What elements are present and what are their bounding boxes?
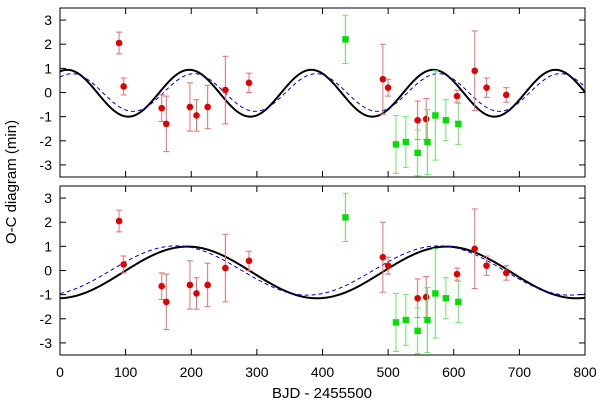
top-red-point (158, 104, 166, 112)
top-green-point (392, 141, 400, 148)
top-y-tick-label: 1 (44, 60, 52, 76)
bottom-panel-models (59, 245, 586, 300)
top-red-point (471, 67, 479, 75)
bottom-y-tick-label: 1 (44, 238, 52, 254)
top-red-point (193, 112, 200, 119)
bottom-red-point (204, 281, 211, 289)
bottom-green-point (414, 327, 421, 335)
top-green-point (432, 112, 439, 119)
top-y-tick-label: -1 (40, 109, 53, 125)
bottom-panel-y-tick-labels: -3 -2 -1 0 1 2 3 (40, 190, 53, 351)
top-red-point (384, 84, 392, 91)
top-red-point (379, 75, 387, 83)
top-y-tick-label: 3 (44, 12, 52, 28)
top-panel-data-points (115, 14, 510, 177)
bottom-y-tick-label: -1 (40, 287, 53, 303)
top-y-tick-label: -2 (40, 133, 53, 149)
top-red-point (422, 115, 430, 123)
bottom-red-point (245, 257, 253, 265)
bottom-green-point (442, 295, 450, 302)
x-tick-label: 500 (376, 364, 400, 380)
x-axis-title: BJD - 2455500 (272, 385, 372, 402)
bottom-model-dashed-line (59, 245, 586, 296)
top-red-point (115, 39, 123, 47)
x-tick-label: 100 (114, 364, 138, 380)
bottom-red-point (193, 290, 200, 297)
bottom-red-point (120, 261, 127, 268)
top-green-point (442, 117, 450, 124)
top-y-tick-label: -3 (40, 157, 53, 173)
x-tick-label: 200 (180, 364, 204, 380)
bottom-red-point (222, 264, 229, 272)
x-tick-labels: 0 100 200 300 400 500 600 700 800 (56, 364, 597, 380)
bottom-panel: -3 -2 -1 0 1 2 3 (40, 185, 586, 356)
x-tick-label: 800 (573, 364, 597, 380)
x-tick-label: 400 (311, 364, 335, 380)
top-y-tick-label: 0 (44, 85, 52, 101)
x-tick-label: 300 (245, 364, 269, 380)
bottom-green-point (455, 298, 462, 306)
top-green-point (455, 120, 462, 128)
y-axis-title: O-C diagram (min) (3, 120, 20, 244)
top-red-point (453, 92, 461, 100)
top-green-point (342, 36, 349, 43)
bottom-green-point (402, 316, 410, 324)
bottom-red-point (483, 262, 490, 269)
top-red-point (414, 116, 421, 124)
bottom-panel-ticks (59, 186, 586, 355)
top-red-point (222, 86, 229, 94)
top-red-point (502, 91, 510, 99)
bottom-red-point (115, 217, 123, 225)
x-tick-label: 700 (508, 364, 532, 380)
bottom-green-point (424, 316, 431, 324)
bottom-green-point (392, 319, 400, 326)
top-model-dashed-line (59, 73, 586, 112)
bottom-y-tick-label: -3 (40, 335, 53, 351)
top-green-point (424, 138, 431, 146)
bottom-y-tick-label: -2 (40, 311, 53, 327)
top-panel-ticks (59, 8, 586, 177)
bottom-red-point (422, 293, 430, 301)
top-red-point (120, 83, 127, 90)
top-panel-y-tick-labels: -3 -2 -1 0 1 2 3 (40, 12, 53, 173)
x-tick-label: 0 (56, 364, 64, 380)
bottom-red-point (471, 245, 479, 253)
bottom-y-tick-label: 2 (44, 214, 52, 230)
top-red-point (163, 120, 170, 128)
top-green-point (414, 149, 421, 157)
bottom-green-point (342, 214, 349, 221)
top-red-point (245, 79, 253, 87)
bottom-red-point (502, 269, 510, 277)
bottom-red-point (384, 262, 392, 269)
top-red-point (204, 103, 211, 111)
bottom-red-point (414, 294, 421, 302)
bottom-red-point (453, 270, 461, 278)
bottom-panel-data-points (115, 192, 510, 355)
bottom-red-point (379, 253, 387, 261)
top-red-point (483, 84, 490, 91)
bottom-y-tick-label: 3 (44, 190, 52, 206)
top-red-point (186, 103, 194, 111)
top-green-point (402, 138, 410, 146)
bottom-red-point (163, 298, 170, 306)
bottom-model-solid-line (59, 245, 586, 300)
bottom-green-point (432, 290, 439, 297)
top-y-tick-label: 2 (44, 36, 52, 52)
top-panel: -3 -2 -1 0 1 2 3 (40, 7, 586, 178)
bottom-red-point (158, 282, 166, 290)
x-tick-label: 600 (442, 364, 466, 380)
bottom-y-tick-label: 0 (44, 263, 52, 279)
bottom-red-point (186, 281, 194, 289)
top-panel-models (59, 68, 586, 118)
